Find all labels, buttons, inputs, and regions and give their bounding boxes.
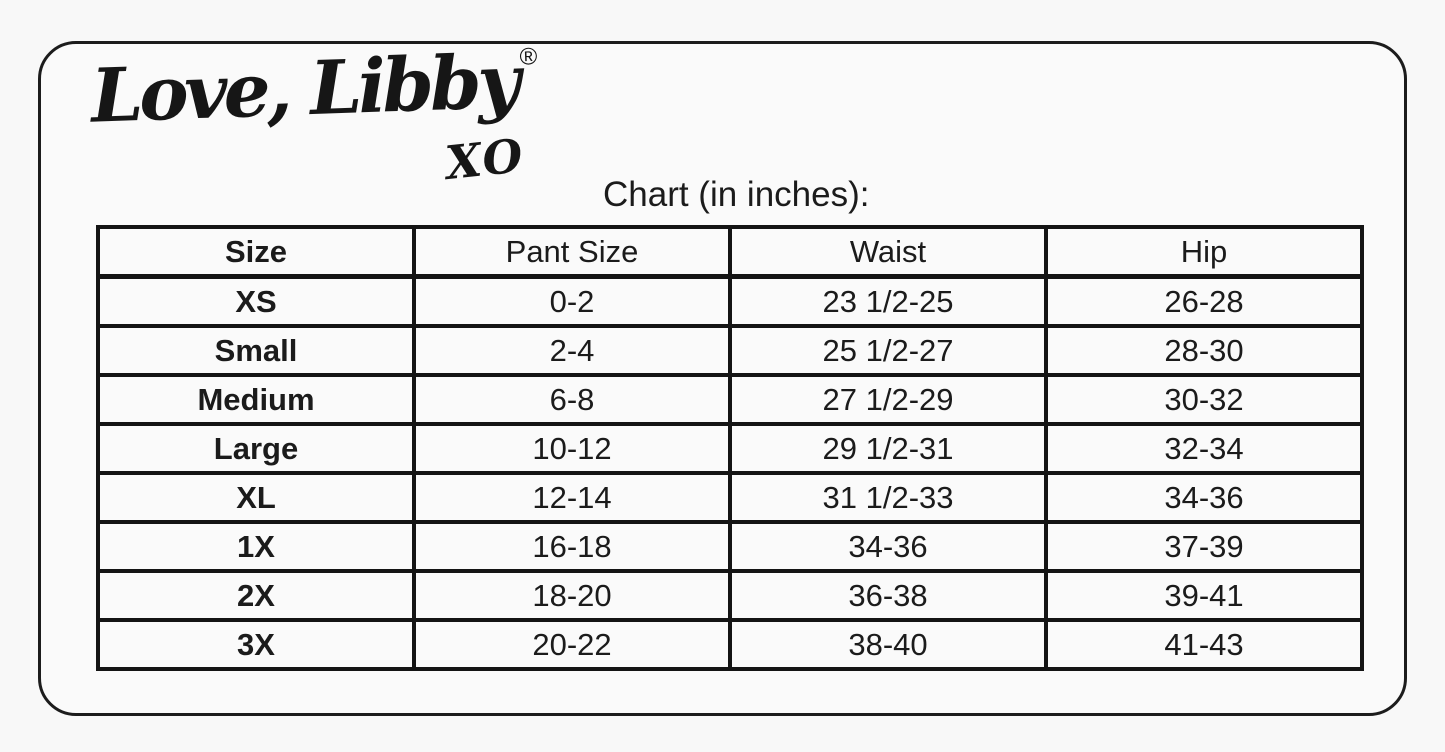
table-row: 3X 20-22 38-40 41-43 <box>96 618 1364 671</box>
cell-pant-size: 20-22 <box>412 618 732 671</box>
column-header-size: Size <box>96 225 416 279</box>
brand-logo-xo: XO <box>442 128 528 191</box>
cell-hip: 26-28 <box>1044 274 1364 328</box>
cell-pant-size: 2-4 <box>412 324 732 377</box>
cell-size: Large <box>96 422 416 475</box>
cell-hip: 30-32 <box>1044 373 1364 426</box>
cell-size: 2X <box>96 569 416 622</box>
cell-hip: 41-43 <box>1044 618 1364 671</box>
chart-title: Chart (in inches): <box>603 175 870 214</box>
cell-pant-size: 6-8 <box>412 373 732 426</box>
cell-pant-size: 10-12 <box>412 422 732 475</box>
table-row: XS 0-2 23 1/2-25 26-28 <box>96 274 1364 328</box>
cell-waist: 38-40 <box>728 618 1048 671</box>
cell-size: Small <box>96 324 416 377</box>
cell-hip: 37-39 <box>1044 520 1364 573</box>
brand-logo-text: Love, Libby <box>89 38 519 140</box>
table-header-row: Size Pant Size Waist Hip <box>96 225 1364 279</box>
table-row: Medium 6-8 27 1/2-29 30-32 <box>96 373 1364 426</box>
cell-pant-size: 16-18 <box>412 520 732 573</box>
table-row: 1X 16-18 34-36 37-39 <box>96 520 1364 573</box>
registered-trademark-icon: ® <box>519 43 538 71</box>
column-header-hip: Hip <box>1044 225 1364 279</box>
table-row: 2X 18-20 36-38 39-41 <box>96 569 1364 622</box>
cell-waist: 31 1/2-33 <box>728 471 1048 524</box>
cell-hip: 34-36 <box>1044 471 1364 524</box>
cell-hip: 32-34 <box>1044 422 1364 475</box>
cell-waist: 27 1/2-29 <box>728 373 1048 426</box>
brand-logo: Love, Libby® XO <box>89 38 538 190</box>
table-row: Large 10-12 29 1/2-31 32-34 <box>96 422 1364 475</box>
cell-pant-size: 12-14 <box>412 471 732 524</box>
cell-waist: 29 1/2-31 <box>728 422 1048 475</box>
size-chart-table: Size Pant Size Waist Hip XS 0-2 23 1/2-2… <box>96 225 1364 671</box>
size-chart-card: Love, Libby® XO Chart (in inches): Size … <box>38 38 1407 716</box>
cell-size: XS <box>96 274 416 328</box>
table-row: Small 2-4 25 1/2-27 28-30 <box>96 324 1364 377</box>
table-row: XL 12-14 31 1/2-33 34-36 <box>96 471 1364 524</box>
column-header-pant-size: Pant Size <box>412 225 732 279</box>
cell-waist: 23 1/2-25 <box>728 274 1048 328</box>
cell-size: 1X <box>96 520 416 573</box>
cell-pant-size: 18-20 <box>412 569 732 622</box>
column-header-waist: Waist <box>728 225 1048 279</box>
cell-size: XL <box>96 471 416 524</box>
cell-size: 3X <box>96 618 416 671</box>
cell-hip: 39-41 <box>1044 569 1364 622</box>
cell-waist: 34-36 <box>728 520 1048 573</box>
cell-size: Medium <box>96 373 416 426</box>
cell-waist: 36-38 <box>728 569 1048 622</box>
cell-pant-size: 0-2 <box>412 274 732 328</box>
cell-waist: 25 1/2-27 <box>728 324 1048 377</box>
cell-hip: 28-30 <box>1044 324 1364 377</box>
